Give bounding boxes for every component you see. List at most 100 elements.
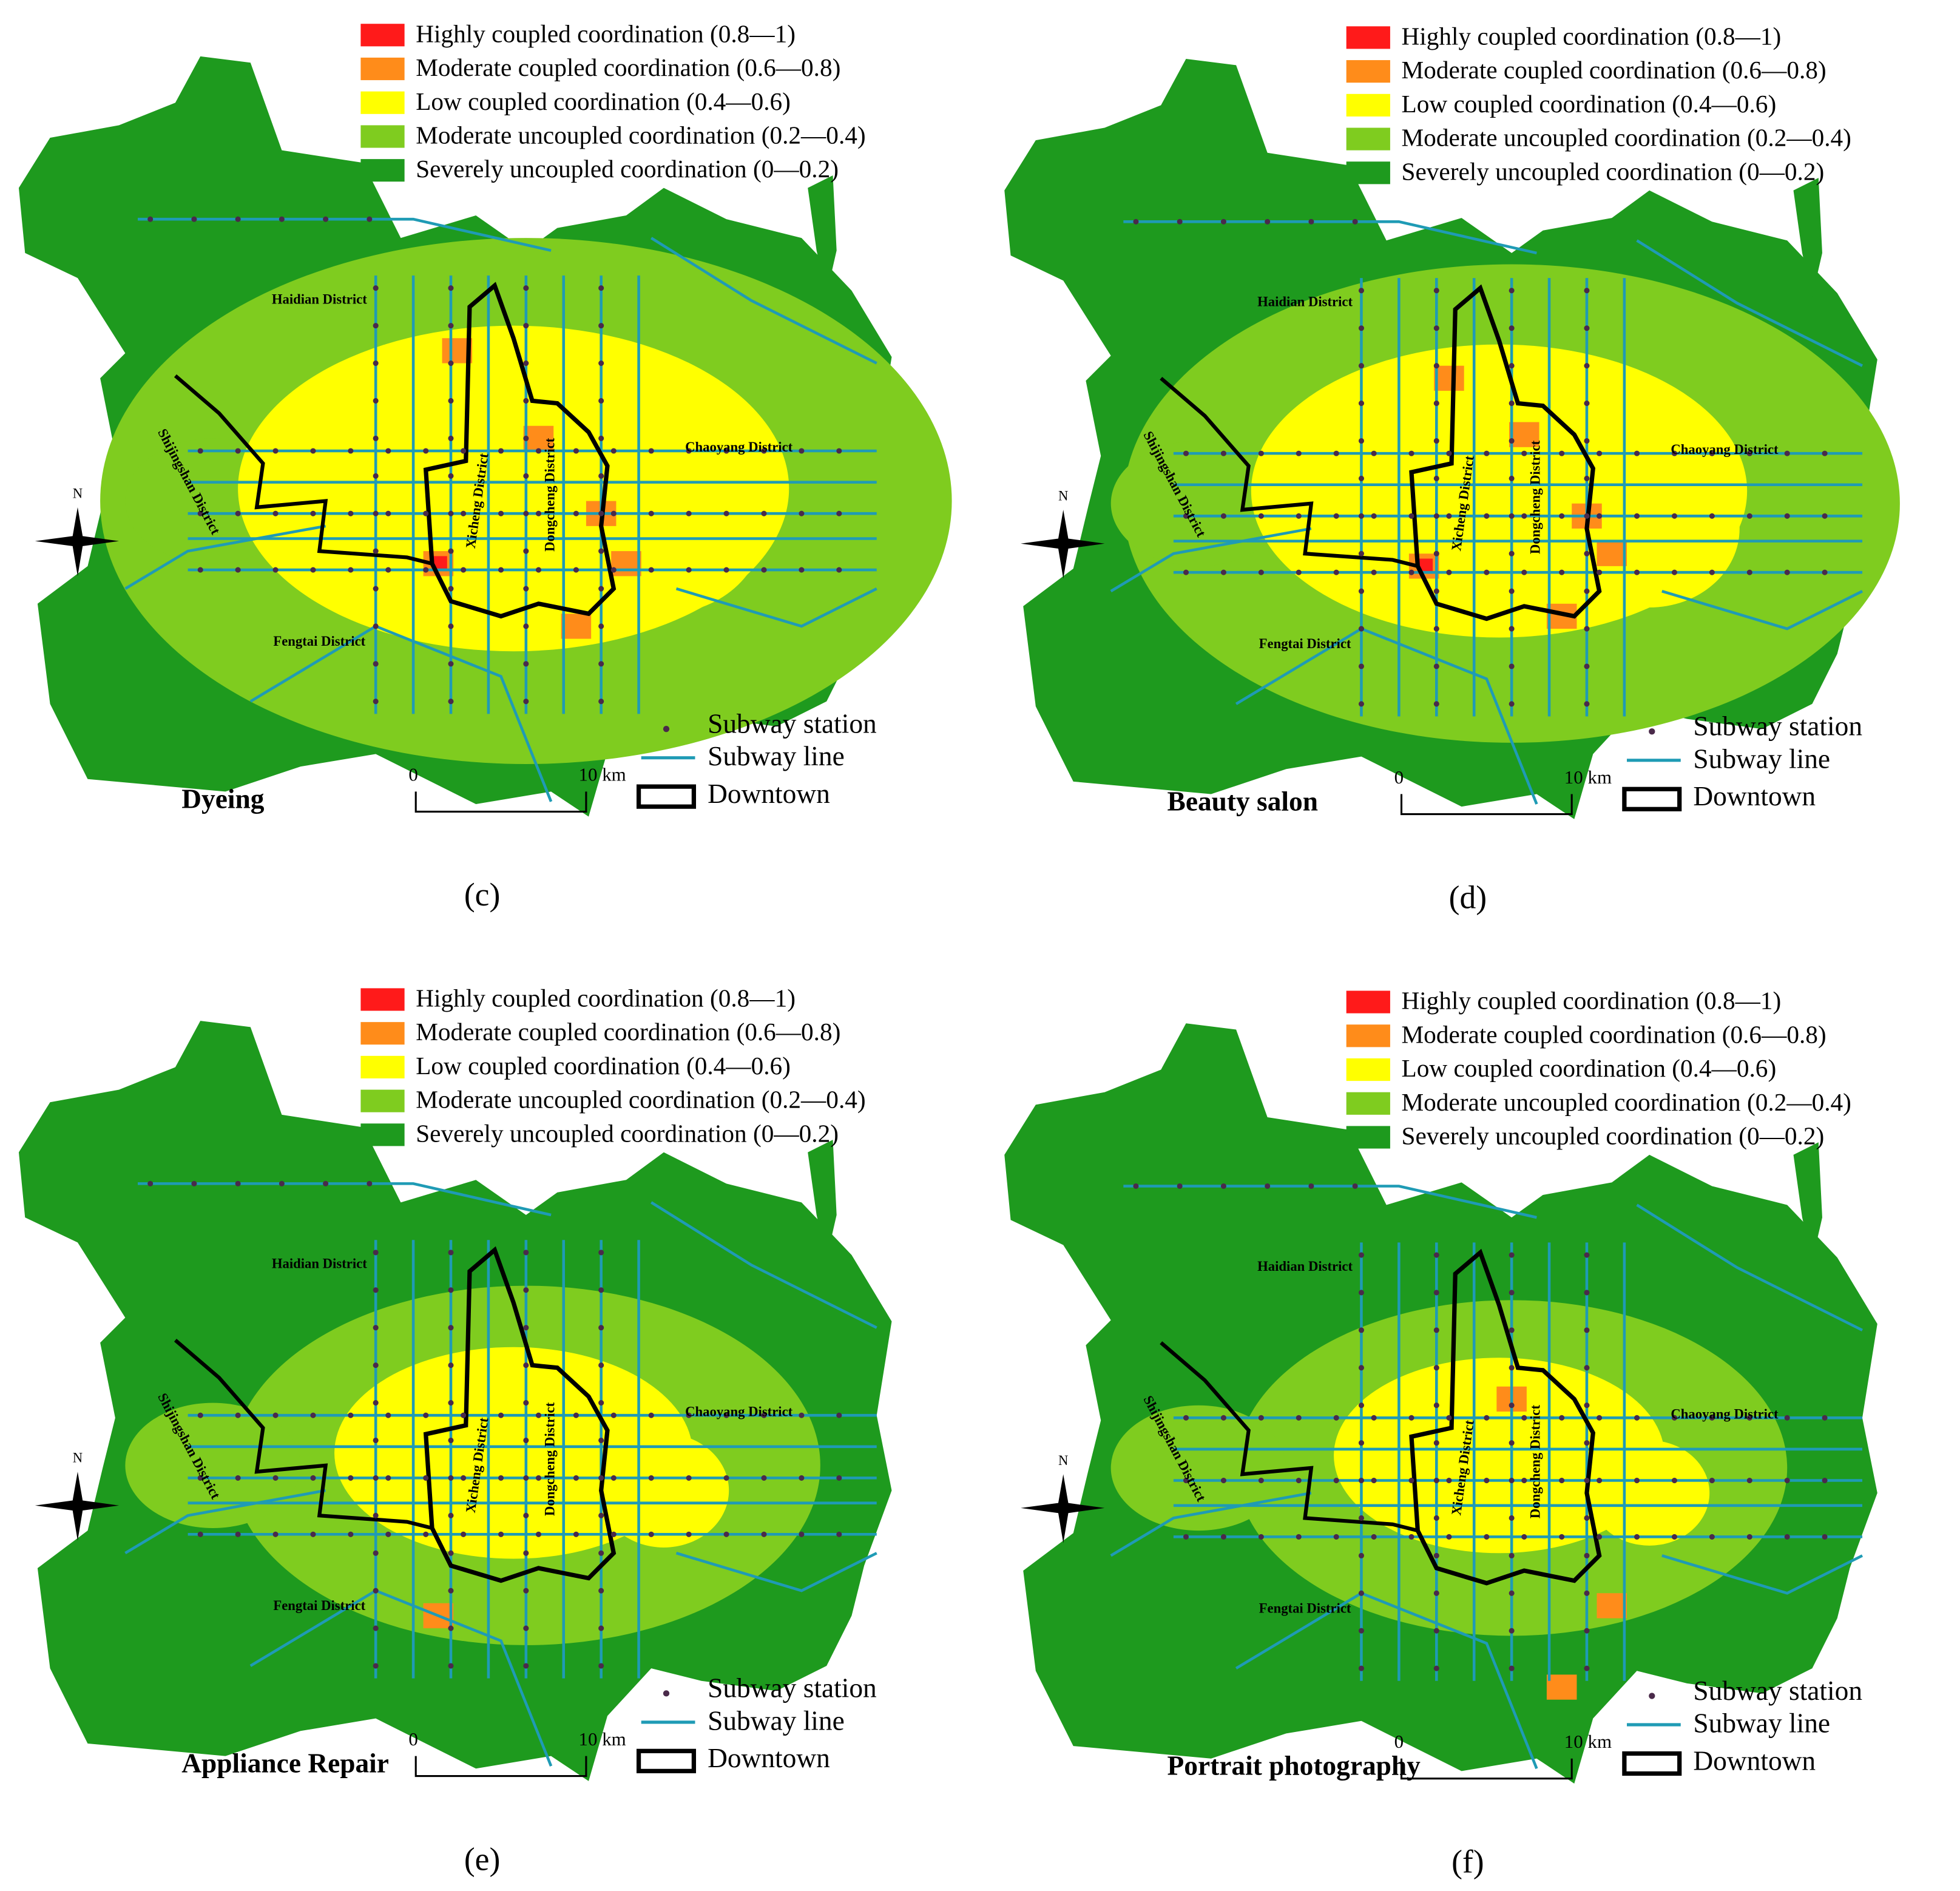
station (448, 1362, 454, 1368)
station (1746, 1477, 1752, 1484)
station (235, 567, 241, 573)
station (1296, 1477, 1302, 1484)
subway-line (1636, 239, 1864, 367)
scale-start: 0 (1394, 766, 1404, 788)
station (1584, 1327, 1590, 1333)
station (598, 1625, 604, 1631)
station (1634, 1415, 1640, 1421)
legend-downtown (636, 1748, 697, 1773)
legend-label: Low coupled coordination (0.4—0.6) (416, 87, 791, 116)
station (272, 1475, 279, 1481)
station (1358, 626, 1364, 632)
station (1509, 1402, 1515, 1409)
legend-swatch (1346, 93, 1390, 117)
compass (1021, 1474, 1105, 1543)
station (235, 1475, 241, 1481)
station (1358, 438, 1364, 444)
station (761, 1475, 767, 1481)
station (1433, 1290, 1439, 1296)
station (523, 1325, 529, 1331)
station (373, 397, 379, 404)
district-label: Chaoyang District (1671, 442, 1779, 457)
station (498, 1475, 504, 1481)
station (1484, 1477, 1490, 1484)
station (535, 1412, 542, 1418)
station (598, 1550, 604, 1556)
station (598, 586, 604, 592)
station (498, 1412, 504, 1418)
station (686, 448, 692, 454)
station (272, 567, 279, 573)
station (598, 661, 604, 667)
station (1183, 1534, 1189, 1540)
station (761, 448, 767, 454)
station (686, 567, 692, 573)
station (1358, 1290, 1364, 1296)
station (1220, 1415, 1226, 1421)
station (686, 1412, 692, 1418)
station (1521, 450, 1527, 456)
station (279, 216, 285, 222)
station (1709, 569, 1715, 575)
station (1433, 1515, 1439, 1521)
station (1265, 1183, 1271, 1189)
panel-title: Dyeing (181, 783, 264, 814)
zone-moderate-coupled (1597, 541, 1627, 566)
station (1220, 1477, 1226, 1484)
station (448, 1625, 454, 1631)
station (498, 1531, 504, 1537)
station (1433, 550, 1439, 556)
station (1358, 1590, 1364, 1596)
station (310, 1412, 316, 1418)
station (1358, 1440, 1364, 1446)
station (1509, 663, 1515, 669)
station (1408, 513, 1414, 519)
scale-start: 0 (1394, 1731, 1404, 1752)
station (1709, 450, 1715, 456)
station (1177, 218, 1183, 225)
station (1183, 450, 1189, 456)
legend-label: Moderate uncoupled coordination (0.2—0.4… (416, 1086, 865, 1114)
district-label: Haidian District (272, 292, 367, 307)
station (1433, 1252, 1439, 1258)
legend-downtown-label: Downtown (1693, 781, 1816, 811)
station (598, 473, 604, 479)
station (1433, 1665, 1439, 1671)
station (448, 586, 454, 592)
legend-swatch (360, 91, 405, 114)
station (1258, 1477, 1264, 1484)
panel-label: (d) (1449, 879, 1487, 915)
subway-line (138, 1182, 552, 1217)
station (373, 510, 379, 516)
station (573, 510, 579, 516)
subway-line (651, 1201, 877, 1329)
station (310, 1531, 316, 1537)
station (1333, 1415, 1339, 1421)
scale-bar (1400, 1758, 1573, 1780)
station (1709, 1415, 1715, 1421)
station (598, 623, 604, 629)
station (1433, 626, 1439, 632)
station (1333, 450, 1339, 456)
station (373, 473, 379, 479)
island (808, 175, 837, 295)
station (1584, 475, 1590, 481)
legend-swatch (1346, 60, 1390, 83)
station (1584, 1252, 1590, 1258)
station (235, 1412, 241, 1418)
station (598, 1588, 604, 1594)
station (1584, 701, 1590, 707)
station (1358, 1515, 1364, 1521)
island (1793, 1142, 1822, 1262)
station (1177, 1183, 1183, 1189)
station (1634, 513, 1640, 519)
station (197, 448, 203, 454)
station (836, 1531, 842, 1537)
station (1433, 363, 1439, 369)
station (535, 1475, 542, 1481)
district-label: Dongcheng District (1528, 440, 1543, 554)
station (598, 1250, 604, 1256)
subway-stations (1133, 218, 1828, 707)
station (1584, 1552, 1590, 1558)
legend-swatch (1346, 26, 1390, 49)
